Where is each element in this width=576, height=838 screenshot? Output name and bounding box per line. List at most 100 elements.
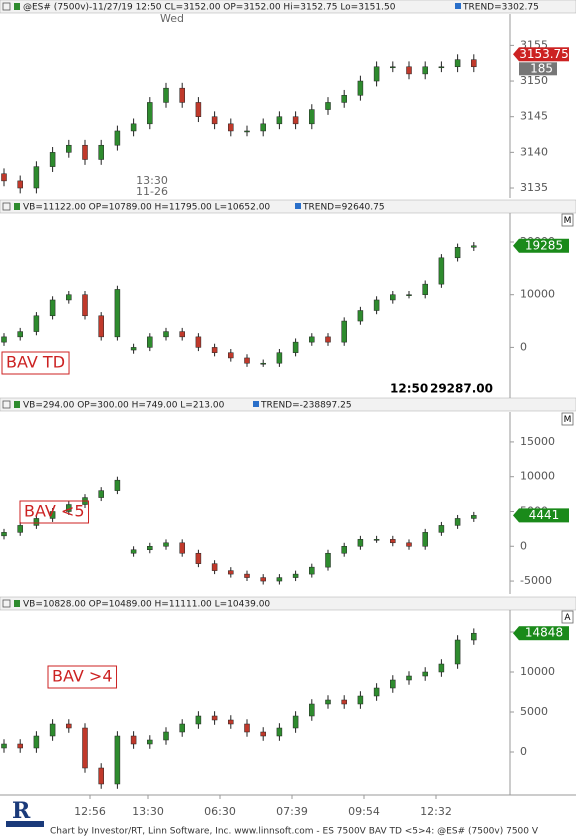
candle-body xyxy=(66,504,72,512)
candle-body xyxy=(66,294,72,301)
candle-body xyxy=(163,731,169,741)
candle-body xyxy=(1,743,7,749)
x-tick-label: 09:54 xyxy=(348,805,380,818)
candle-body xyxy=(341,699,347,705)
candle-body xyxy=(114,130,121,146)
candle-body xyxy=(357,539,364,547)
candle-body xyxy=(471,245,477,248)
last-value-pointer xyxy=(513,238,519,253)
candle-body xyxy=(341,320,347,343)
last-value-box xyxy=(519,238,569,253)
trend-icon xyxy=(455,3,461,9)
candle-body xyxy=(341,546,347,554)
header-icon xyxy=(14,600,20,607)
candle-body xyxy=(292,573,299,578)
y-tick-label: 3140 xyxy=(520,145,548,158)
y-tick-label: 0 xyxy=(520,745,527,758)
candle-body xyxy=(49,723,56,737)
x-tick-label: 12:32 xyxy=(420,805,452,818)
candle-body xyxy=(276,116,283,125)
header-icon xyxy=(2,2,11,11)
x-tick-label: 07:39 xyxy=(276,805,308,818)
candle-body xyxy=(17,525,23,533)
y-tick-label: 15000 xyxy=(520,435,555,448)
candle-body xyxy=(66,144,72,153)
candle-body xyxy=(422,532,428,547)
candle-body xyxy=(471,515,477,519)
panel-header xyxy=(0,596,576,611)
candle-body xyxy=(244,357,250,364)
y-tick-label: 5000 xyxy=(520,705,548,718)
candle-body xyxy=(406,294,412,296)
corner-box xyxy=(561,213,574,227)
candle-body xyxy=(244,130,250,133)
corner-label: A xyxy=(564,613,571,623)
candle-body xyxy=(390,679,396,689)
panel-label: BAV TD xyxy=(6,353,65,372)
candle-body xyxy=(438,66,445,69)
corner-label: M xyxy=(564,415,572,425)
y-tick-label: 10000 xyxy=(520,470,555,483)
panel-label: BAV <5 xyxy=(24,502,85,521)
candle-body xyxy=(147,739,153,745)
candle-body xyxy=(454,518,461,526)
candle-body xyxy=(98,767,104,785)
candle-body xyxy=(33,166,40,189)
candle-body xyxy=(163,331,169,338)
candle-body xyxy=(33,518,40,526)
candle-body xyxy=(309,566,315,575)
candle-body xyxy=(438,525,445,533)
y-tick-label: 3150 xyxy=(520,74,548,87)
candle-body xyxy=(179,331,185,338)
candle-body xyxy=(341,95,347,103)
candle-body xyxy=(325,552,331,568)
header-icon xyxy=(14,3,20,10)
candle-body xyxy=(244,723,250,733)
header-icon xyxy=(14,401,20,408)
candle-body xyxy=(1,336,7,343)
x-tick-label: 12:56 xyxy=(74,805,106,818)
candle-body xyxy=(454,59,461,68)
candle-body xyxy=(49,299,56,317)
candle-body xyxy=(114,479,121,491)
candle-body xyxy=(292,116,299,125)
candle-body xyxy=(1,532,7,537)
candle-body xyxy=(406,66,412,75)
candle-body xyxy=(390,66,396,69)
value-note: 29287.00 xyxy=(430,382,493,396)
candle-body xyxy=(260,362,266,365)
candle-body xyxy=(276,352,283,364)
candle-body xyxy=(163,542,169,547)
candle-body xyxy=(82,144,88,160)
candle-body xyxy=(454,247,461,259)
candle-body xyxy=(373,539,380,541)
candle-body xyxy=(66,723,72,729)
header-icon xyxy=(14,203,20,210)
last-value-box xyxy=(519,626,569,641)
count-box xyxy=(519,62,557,76)
candle-body xyxy=(309,336,315,343)
candle-body xyxy=(179,542,185,554)
candle-body xyxy=(406,542,412,547)
candle-body xyxy=(357,310,364,322)
candle-body xyxy=(98,490,104,498)
candle-body xyxy=(228,123,234,132)
logo: R xyxy=(6,798,44,827)
candle-body xyxy=(260,577,266,582)
candle-body xyxy=(33,315,40,332)
candle-body xyxy=(390,539,396,544)
candle-body xyxy=(114,735,121,785)
date-note: 11-26 xyxy=(136,185,168,198)
candle-body xyxy=(422,66,428,75)
last-value-pointer xyxy=(513,626,519,641)
panel-label: BAV >4 xyxy=(52,667,113,686)
x-tick-label: 06:30 xyxy=(204,805,236,818)
trend-text: TREND=92640.75 xyxy=(302,203,385,213)
header-icon xyxy=(2,400,11,409)
candle-body xyxy=(454,639,461,665)
candle-body xyxy=(373,299,380,311)
y-tick-label: 3145 xyxy=(520,110,548,123)
footer: Chart by Investor/RT, Linn Software, Inc… xyxy=(50,827,539,837)
